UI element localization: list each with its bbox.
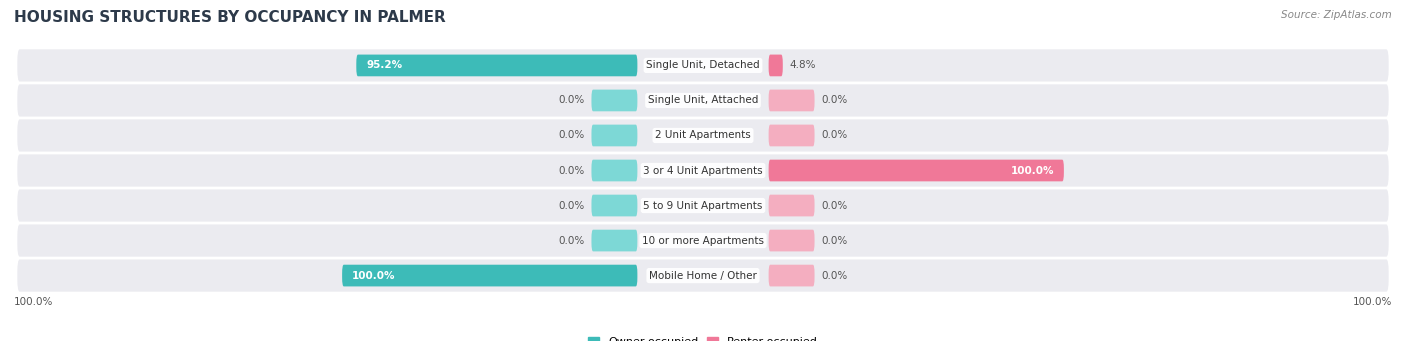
FancyBboxPatch shape [17,119,1389,152]
FancyBboxPatch shape [769,55,783,76]
Text: 100.0%: 100.0% [14,297,53,307]
Legend: Owner-occupied, Renter-occupied: Owner-occupied, Renter-occupied [583,332,823,341]
Text: 0.0%: 0.0% [821,95,848,105]
FancyBboxPatch shape [769,90,814,111]
Text: 0.0%: 0.0% [558,201,585,210]
Text: 4.8%: 4.8% [789,60,815,71]
Text: 0.0%: 0.0% [821,236,848,246]
Text: 0.0%: 0.0% [558,131,585,140]
FancyBboxPatch shape [592,230,637,251]
FancyBboxPatch shape [592,195,637,217]
FancyBboxPatch shape [769,160,1064,181]
Text: 0.0%: 0.0% [558,236,585,246]
FancyBboxPatch shape [769,124,814,146]
Text: Single Unit, Attached: Single Unit, Attached [648,95,758,105]
Text: 100.0%: 100.0% [1011,165,1054,176]
FancyBboxPatch shape [592,90,637,111]
Text: Source: ZipAtlas.com: Source: ZipAtlas.com [1281,10,1392,20]
FancyBboxPatch shape [17,154,1389,187]
FancyBboxPatch shape [17,224,1389,257]
FancyBboxPatch shape [769,265,814,286]
FancyBboxPatch shape [356,55,637,76]
FancyBboxPatch shape [17,84,1389,117]
FancyBboxPatch shape [592,160,637,181]
Text: 100.0%: 100.0% [1353,297,1392,307]
FancyBboxPatch shape [342,265,637,286]
Text: 10 or more Apartments: 10 or more Apartments [643,236,763,246]
FancyBboxPatch shape [17,260,1389,292]
Text: 0.0%: 0.0% [821,131,848,140]
Text: 0.0%: 0.0% [821,201,848,210]
Text: Single Unit, Detached: Single Unit, Detached [647,60,759,71]
Text: 100.0%: 100.0% [352,270,395,281]
FancyBboxPatch shape [769,195,814,217]
Text: 95.2%: 95.2% [366,60,402,71]
Text: 2 Unit Apartments: 2 Unit Apartments [655,131,751,140]
Text: 0.0%: 0.0% [558,95,585,105]
FancyBboxPatch shape [769,230,814,251]
FancyBboxPatch shape [17,189,1389,222]
Text: Mobile Home / Other: Mobile Home / Other [650,270,756,281]
FancyBboxPatch shape [592,124,637,146]
Text: 5 to 9 Unit Apartments: 5 to 9 Unit Apartments [644,201,762,210]
FancyBboxPatch shape [17,49,1389,81]
Text: 3 or 4 Unit Apartments: 3 or 4 Unit Apartments [643,165,763,176]
Text: 0.0%: 0.0% [821,270,848,281]
Text: 0.0%: 0.0% [558,165,585,176]
Text: HOUSING STRUCTURES BY OCCUPANCY IN PALMER: HOUSING STRUCTURES BY OCCUPANCY IN PALME… [14,10,446,25]
